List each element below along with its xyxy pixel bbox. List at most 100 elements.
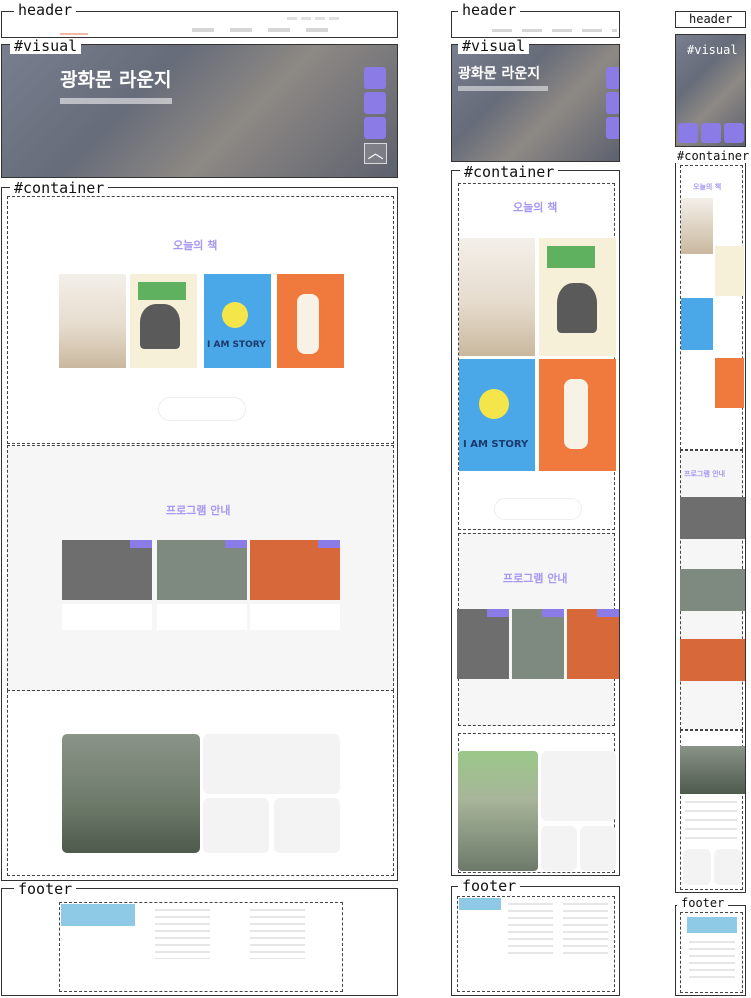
tablet-books-section: 오늘의 책 I AM STORY: [458, 183, 616, 530]
tablet-program-title: 프로그램 안내: [503, 572, 568, 585]
mobile-link-card-2[interactable]: [714, 849, 742, 885]
mobile-program-card-1[interactable]: [680, 497, 745, 539]
desktop-visual-title: 광화문 라운지: [60, 69, 172, 91]
mobile-quick-btn-1[interactable]: [678, 123, 698, 143]
mobile-quick-btn-2[interactable]: [701, 123, 721, 143]
desktop-header-label: header: [14, 2, 77, 18]
tablet-book-3[interactable]: I AM STORY: [459, 359, 535, 471]
tablet-footer-info-1: [508, 903, 553, 958]
desktop-visual-label: #visual: [10, 38, 82, 54]
mobile-quick-btn-3[interactable]: [724, 123, 744, 143]
tablet-gallery-photo[interactable]: [458, 751, 538, 871]
mobile-program-title: 프로그램 안내: [684, 470, 726, 478]
mobile-book-4[interactable]: [715, 358, 744, 408]
desktop-footer-info-2: [250, 909, 305, 959]
mobile-program-section: 프로그램 안내: [680, 450, 745, 730]
desktop-card-info-2: [157, 604, 247, 630]
tablet-book-1[interactable]: [459, 238, 535, 356]
tablet-book-4[interactable]: [539, 359, 616, 471]
desktop-notice-section: [7, 690, 394, 876]
desktop-book-1[interactable]: [59, 274, 126, 368]
tablet-program-card-3[interactable]: [567, 609, 619, 679]
desktop-gallery-photo[interactable]: [62, 734, 200, 853]
mobile-visual-label: #visual: [687, 43, 738, 57]
tablet-container-label: #container: [460, 164, 559, 180]
tablet-footer-info-2: [563, 903, 608, 958]
desktop-notice-board: [203, 734, 340, 794]
tablet-visual-subtitle: [458, 86, 548, 91]
mobile-books-title: 오늘의 책: [693, 183, 722, 191]
desktop-footer: [1, 888, 398, 996]
tablet-notice-board: [541, 751, 616, 821]
tablet-program-card-2[interactable]: [512, 609, 564, 679]
desktop-program-title: 프로그램 안내: [166, 504, 231, 517]
mobile-footer-logo: [687, 917, 737, 933]
desktop-link-card-2[interactable]: [274, 798, 340, 853]
tablet-footer: [451, 886, 620, 996]
mobile-header-label: header: [685, 13, 737, 26]
desktop-nav: [192, 28, 342, 32]
desktop-visual-subtitle: [60, 98, 172, 104]
tablet-notice-section: [458, 733, 616, 873]
tablet-quick-btn-3[interactable]: [606, 117, 619, 139]
tablet-quick-btn-1[interactable]: [606, 67, 619, 89]
desktop-quick-btn-1[interactable]: [364, 67, 386, 89]
desktop-container: 오늘의 책 I AM STORY 프로그램 안내: [1, 187, 398, 881]
desktop-visual: 광화문 라운지 ︿: [1, 44, 398, 178]
desktop-program-card-1[interactable]: [62, 540, 152, 600]
tablet-card-badge-2: [542, 609, 564, 617]
tablet-nav: [492, 29, 617, 32]
mobile-book-2[interactable]: [715, 246, 744, 296]
desktop-container-label: #container: [10, 180, 109, 196]
tablet-link-card-2[interactable]: [580, 826, 616, 871]
tablet-card-badge-1: [487, 609, 509, 617]
mobile-footer: [675, 905, 746, 996]
tablet-visual: 광화문 라운지: [451, 44, 620, 162]
mobile-container-label: #container: [673, 150, 751, 163]
mobile-container: 오늘의 책 프로그램 안내: [675, 156, 746, 893]
tablet-program-section: 프로그램 안내: [457, 533, 619, 726]
desktop-util-links: [287, 17, 342, 20]
desktop-program-section: 프로그램 안내: [7, 445, 394, 691]
desktop-footer-inner: [59, 902, 343, 992]
mobile-book-3[interactable]: [681, 298, 713, 350]
tablet-footer-logo: [459, 898, 501, 910]
tablet-book-2[interactable]: [539, 238, 616, 356]
desktop-card-badge-3: [318, 540, 340, 548]
mobile-link-card-1[interactable]: [683, 849, 711, 885]
tablet-header-label: header: [458, 2, 521, 18]
tablet-quick-btn-2[interactable]: [606, 92, 619, 114]
desktop-logo[interactable]: [60, 15, 88, 35]
mobile-book-1[interactable]: [681, 198, 713, 254]
mobile-footer-inner: [680, 912, 743, 993]
mobile-books-section: 오늘의 책: [680, 165, 744, 450]
mobile-footer-label: footer: [677, 897, 729, 910]
desktop-card-badge-2: [225, 540, 247, 548]
tablet-more-button[interactable]: [494, 498, 582, 520]
desktop-link-card-1[interactable]: [203, 798, 269, 853]
tablet-program-card-1[interactable]: [457, 609, 509, 679]
desktop-book-3[interactable]: I AM STORY: [204, 274, 271, 368]
mobile-program-card-3[interactable]: [680, 639, 745, 681]
desktop-footer-label: footer: [14, 881, 77, 897]
desktop-book-2[interactable]: [130, 274, 197, 368]
tablet-footer-inner: [457, 896, 615, 992]
mobile-gallery-photo[interactable]: [680, 746, 745, 794]
desktop-books-section: 오늘의 책 I AM STORY: [7, 196, 394, 444]
desktop-quick-btn-2[interactable]: [364, 92, 386, 114]
tablet-link-card-1[interactable]: [541, 826, 577, 871]
mobile-visual: [675, 34, 746, 147]
mobile-program-card-2[interactable]: [680, 569, 745, 611]
desktop-program-card-3[interactable]: [250, 540, 340, 600]
desktop-book-4[interactable]: [277, 274, 344, 368]
desktop-program-card-2[interactable]: [157, 540, 247, 600]
tablet-visual-label: #visual: [458, 38, 530, 54]
mobile-notice-list: [685, 801, 737, 841]
desktop-more-button[interactable]: [158, 397, 246, 421]
tablet-container: 오늘의 책 I AM STORY 프로그램 안내: [451, 170, 620, 876]
desktop-scroll-top-icon[interactable]: ︿: [364, 143, 387, 164]
mobile-notice-section: [680, 730, 745, 890]
desktop-quick-btn-3[interactable]: [364, 117, 386, 139]
tablet-card-badge-3: [597, 609, 619, 617]
desktop-card-info-3: [250, 604, 340, 630]
